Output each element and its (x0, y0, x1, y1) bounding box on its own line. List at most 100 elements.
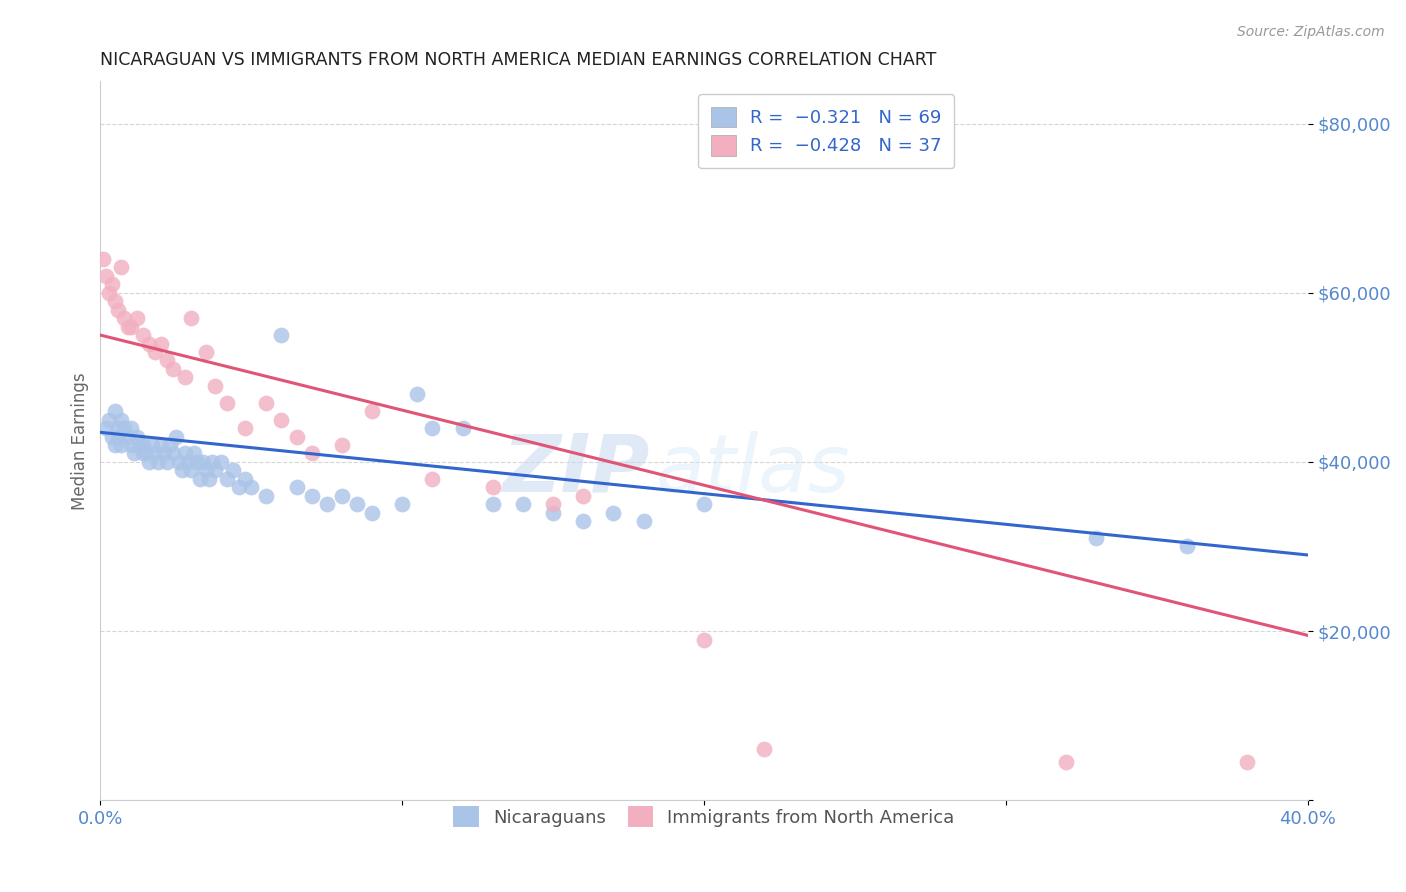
Point (233, 472, 256, 486)
Point (98, 285, 121, 300)
Point (131, 438, 153, 452)
Point (183, 446, 205, 460)
Point (141, 438, 163, 452)
Point (195, 345, 218, 359)
Point (572, 514, 595, 528)
Point (1175, 540, 1198, 554)
Point (107, 429, 129, 443)
Point (143, 345, 166, 359)
Point (107, 302, 129, 317)
Point (204, 379, 226, 393)
Point (633, 514, 655, 528)
Point (152, 446, 174, 460)
Point (188, 472, 211, 486)
Point (204, 463, 226, 477)
Point (285, 429, 308, 443)
Point (177, 455, 200, 469)
Point (138, 336, 160, 351)
Point (270, 328, 292, 343)
Point (104, 438, 127, 452)
Point (754, 742, 776, 756)
Point (125, 429, 148, 443)
Point (162, 446, 184, 460)
Point (512, 497, 534, 511)
Point (186, 455, 208, 469)
Point (301, 446, 323, 460)
Point (117, 429, 139, 443)
Point (114, 311, 136, 326)
Point (240, 480, 263, 494)
Point (146, 455, 169, 469)
Y-axis label: Median Earnings: Median Earnings (72, 372, 89, 509)
Point (222, 463, 245, 477)
Point (107, 421, 129, 435)
Point (114, 421, 136, 435)
Point (149, 438, 172, 452)
Point (481, 497, 503, 511)
Point (346, 497, 368, 511)
Text: Source: ZipAtlas.com: Source: ZipAtlas.com (1237, 25, 1385, 39)
Point (451, 421, 474, 435)
Point (406, 387, 429, 401)
Point (120, 319, 142, 334)
Point (104, 294, 127, 309)
Point (170, 463, 193, 477)
Legend: Nicaraguans, Immigrants from North America: Nicaraguans, Immigrants from North Ameri… (446, 799, 962, 834)
Point (96, 268, 118, 283)
Point (110, 412, 132, 426)
Point (1085, 531, 1108, 545)
Point (162, 362, 184, 376)
Point (110, 260, 132, 275)
Point (93, 252, 115, 266)
Point (330, 438, 353, 452)
Point (120, 421, 142, 435)
Point (201, 455, 224, 469)
Point (217, 472, 239, 486)
Text: NICARAGUAN VS IMMIGRANTS FROM NORTH AMERICA MEDIAN EARNINGS CORRELATION CHART: NICARAGUAN VS IMMIGRANTS FROM NORTH AMER… (100, 51, 936, 69)
Point (420, 472, 443, 486)
Point (180, 311, 202, 326)
Point (572, 489, 595, 503)
Point (285, 480, 308, 494)
Point (481, 480, 503, 494)
Point (165, 429, 187, 443)
Point (131, 328, 153, 343)
Point (149, 336, 172, 351)
Point (125, 311, 148, 326)
Point (254, 395, 277, 409)
Point (156, 353, 179, 368)
Point (128, 438, 150, 452)
Point (135, 446, 157, 460)
Point (315, 497, 337, 511)
Point (541, 506, 564, 520)
Point (270, 412, 292, 426)
Point (156, 455, 179, 469)
Point (120, 438, 142, 452)
Point (117, 319, 139, 334)
Point (209, 455, 232, 469)
Point (159, 438, 181, 452)
Point (420, 421, 443, 435)
Point (173, 370, 195, 384)
Point (96, 421, 118, 435)
Point (541, 497, 564, 511)
Point (195, 463, 218, 477)
Point (101, 429, 124, 443)
Point (173, 446, 195, 460)
Point (143, 446, 166, 460)
Point (217, 395, 239, 409)
Text: ZIP: ZIP (502, 431, 650, 508)
Point (198, 472, 221, 486)
Point (131, 446, 153, 460)
Point (301, 489, 323, 503)
Point (1054, 755, 1077, 769)
Point (1236, 755, 1258, 769)
Point (122, 446, 145, 460)
Point (228, 480, 250, 494)
Point (391, 497, 413, 511)
Point (330, 489, 353, 503)
Point (361, 404, 384, 418)
Point (693, 632, 716, 647)
Point (180, 463, 202, 477)
Text: atlas: atlas (655, 431, 851, 508)
